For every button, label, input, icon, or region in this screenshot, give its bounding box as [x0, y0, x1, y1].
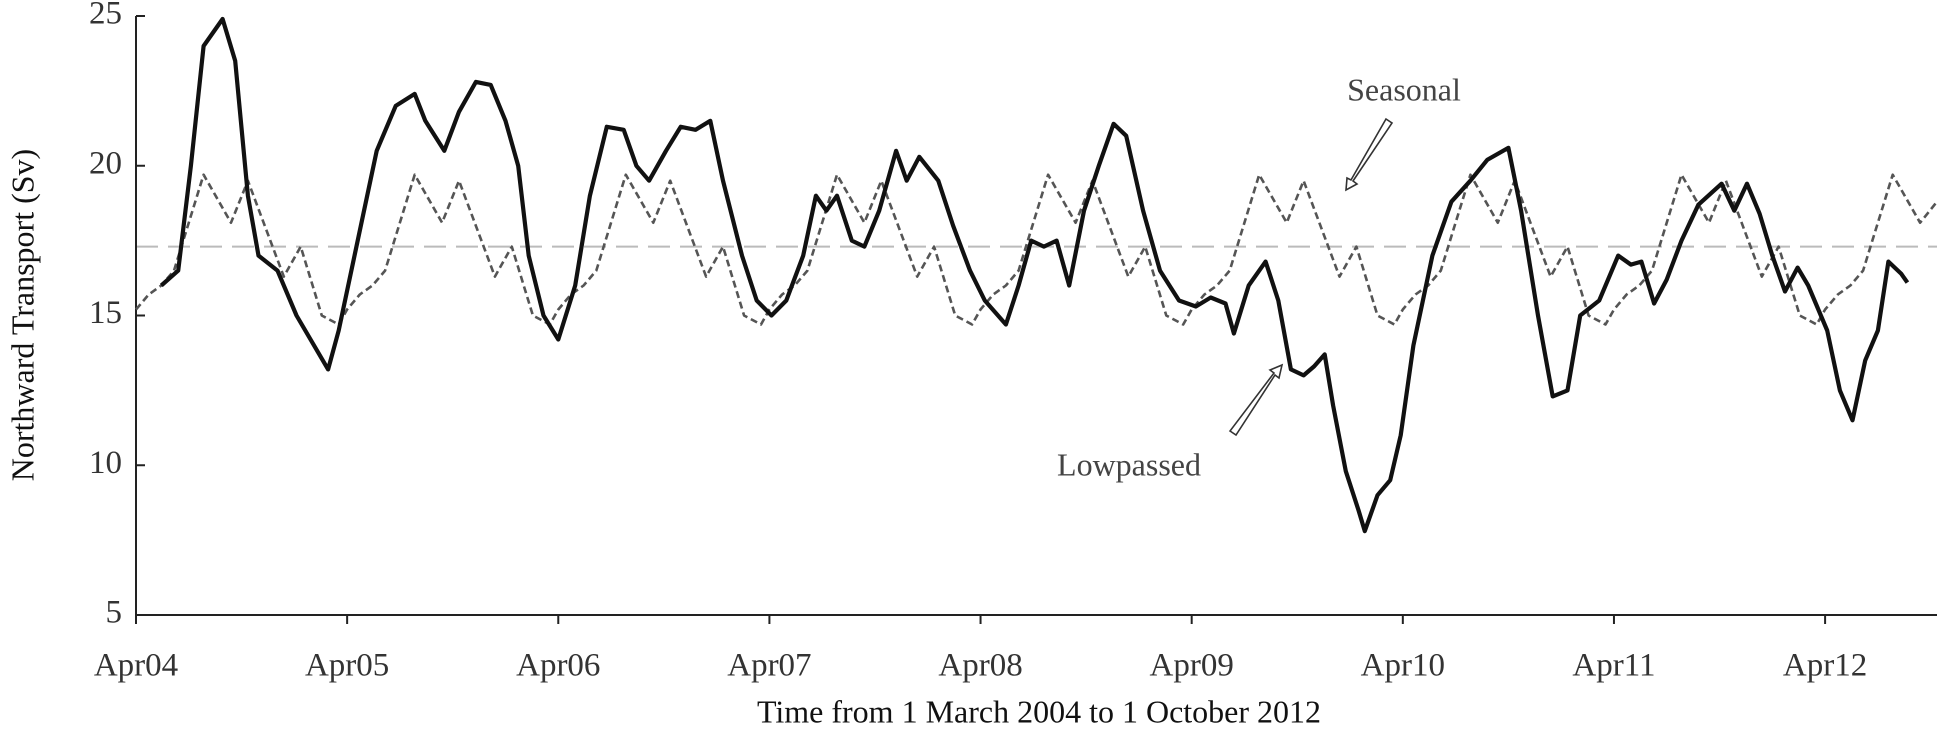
annotation-arrow — [1228, 363, 1284, 437]
x-tick-label: Apr09 — [1150, 648, 1234, 684]
x-tick-label: Apr04 — [94, 648, 178, 684]
x-tick-label: Apr08 — [938, 648, 1022, 684]
y-tick-label: 10 — [89, 445, 122, 481]
x-axis-label: Time from 1 March 2004 to 1 October 2012 — [757, 693, 1321, 729]
y-tick-label: 20 — [89, 145, 122, 181]
series-line — [135, 173, 1939, 326]
x-tick-label: Apr11 — [1572, 648, 1655, 684]
series-line — [159, 16, 1910, 534]
annotation: Seasonal — [1347, 71, 1461, 107]
y-tick-label: 15 — [89, 295, 122, 331]
annotation: Lowpassed — [1057, 446, 1201, 482]
x-tick-label: Apr06 — [516, 648, 600, 684]
x-tick-label: Apr07 — [727, 648, 811, 684]
annotation-arrow — [1345, 117, 1394, 192]
x-tick-label: Apr05 — [305, 648, 389, 684]
y-tick-label: 5 — [106, 595, 123, 631]
y-tick-label: 25 — [89, 0, 122, 32]
x-tick-label: Apr12 — [1783, 648, 1867, 684]
x-tick-label: Apr10 — [1361, 648, 1445, 684]
y-axis-label: Northward Transport (Sv) — [4, 149, 40, 481]
